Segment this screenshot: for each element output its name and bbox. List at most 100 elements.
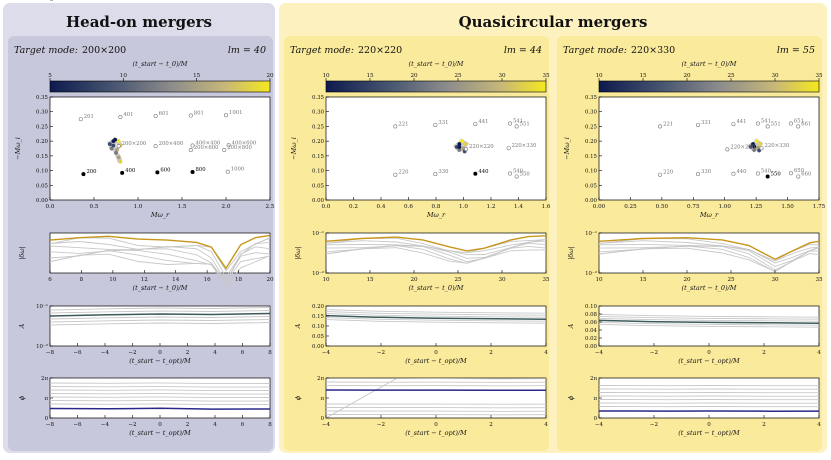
qnm-marker — [760, 147, 763, 150]
phase-plot-area — [326, 378, 546, 418]
qnm-marker — [79, 117, 82, 120]
fit-point — [108, 142, 112, 146]
fit-point — [119, 160, 123, 164]
qnm-marker — [474, 172, 477, 175]
amplitude-xtick-label: −2 — [377, 350, 386, 356]
colorbar-tick-label: 35 — [815, 73, 823, 79]
qnm-label: 220 — [398, 170, 409, 176]
error-xtick-label: 35 — [542, 277, 550, 283]
frequency-xtick-label: 0.5 — [90, 204, 99, 210]
qnm-marker — [726, 148, 729, 151]
qnm-marker — [394, 173, 397, 176]
phase-xlabel: (t_start − t_opt)/M — [129, 429, 191, 437]
frequency-ytick-label: 0.05 — [36, 183, 49, 189]
fit-point — [117, 139, 121, 143]
qnm-marker — [732, 122, 735, 125]
frequency-ytick-label: 0.25 — [312, 124, 325, 130]
frequency-xtick-label: 2.5 — [266, 204, 275, 210]
qnm-label: 200×800 — [227, 145, 252, 151]
phase-xtick-label: −6 — [73, 422, 82, 428]
colorbar-tick-label: 10 — [120, 73, 128, 79]
colorbar-tick-label: 15 — [366, 73, 374, 79]
qnm-marker — [508, 122, 511, 125]
qnm-label: 220 — [663, 170, 674, 176]
colorbar-tick-label: 30 — [498, 73, 506, 79]
qnm-marker — [789, 172, 792, 175]
colorbar-tick-label: 20 — [266, 73, 274, 79]
amplitude-ylabel: A — [567, 323, 575, 329]
frequency-xtick-label: 0.6 — [404, 204, 413, 210]
frequency-xlabel: Mω_r — [699, 211, 719, 219]
qnm-label: 661 — [801, 121, 811, 127]
qnm-marker — [434, 123, 437, 126]
error-xtick-label: 25 — [454, 277, 462, 283]
qnm-marker — [732, 172, 735, 175]
phase-ytick-label: 0 — [45, 416, 49, 422]
qnm-label: 220×220 — [469, 144, 494, 150]
qnm-marker — [223, 148, 226, 151]
frequency-ytick-label: 0.20 — [36, 139, 49, 145]
frequency-ylabel: −Mω_i — [14, 137, 22, 160]
qnm-label: 200 — [86, 169, 97, 175]
phase-xtick-label: 4 — [544, 422, 548, 428]
phase-xtick-label: −4 — [322, 422, 331, 428]
qnm-label: 221 — [663, 121, 673, 127]
colorbar-label: (t_start − t_0)/M — [133, 60, 188, 68]
qnm-label: 440 — [478, 169, 489, 175]
frequency-ytick-label: 0.00 — [312, 198, 325, 204]
qnm-label: 551 — [771, 121, 781, 127]
fit-point — [111, 144, 115, 148]
frequency-xtick-label: 1.50 — [781, 204, 794, 210]
phase-xtick-label: 2 — [186, 422, 190, 428]
frequency-xtick-label: 0.0 — [322, 204, 331, 210]
phase-ylabel: ϕ — [294, 395, 302, 400]
qnm-marker — [508, 172, 511, 175]
qnm-label: 1000 — [231, 167, 245, 173]
frequency-ytick-label: 0.00 — [585, 198, 598, 204]
qnm-label: 200×600 — [194, 145, 219, 151]
amplitude-xtick-label: 4 — [817, 350, 821, 356]
phase-xtick-label: −2 — [650, 422, 659, 428]
error-xtick-label: 35 — [815, 277, 823, 283]
phase-ytick-label: 0 — [321, 416, 325, 422]
frequency-xtick-label: 1.25 — [750, 204, 763, 210]
phase-xtick-label: −2 — [128, 422, 137, 428]
error-ylabel: |δω| — [294, 246, 302, 260]
qnm-marker — [191, 170, 194, 173]
qnm-label: 551 — [520, 121, 530, 127]
qnm-marker — [766, 125, 769, 128]
amplitude-xtick-label: 0 — [434, 350, 438, 356]
colorbar-tick-label: 20 — [410, 73, 418, 79]
frequency-xtick-label: 0.2 — [349, 204, 358, 210]
qnm-marker — [82, 172, 85, 175]
frequency-ytick-label: 0.15 — [312, 154, 325, 160]
frequency-xtick-label: 1.4 — [514, 204, 523, 210]
amplitude-ytick-label: 10⁻² — [36, 343, 48, 350]
qnm-marker — [658, 125, 661, 128]
qnm-marker — [189, 114, 192, 117]
error-xlabel: (t_start − t_0)/M — [409, 284, 464, 292]
colorbar-tick-label: 10 — [595, 73, 603, 79]
target-mode-value: 220×220 — [358, 45, 402, 56]
phase-xtick-label: 2 — [762, 422, 766, 428]
frequency-ytick-label: 0.20 — [585, 139, 598, 145]
amplitude-ytick-label: 0.06 — [585, 320, 598, 326]
qnm-marker — [464, 147, 467, 150]
amplitude-xtick-label: 8 — [268, 350, 272, 356]
frequency-xtick-label: 0.00 — [593, 204, 606, 210]
qnm-marker — [797, 125, 800, 128]
amplitude-xtick-label: 2 — [186, 350, 190, 356]
amplitude-ytick-label: 0.20 — [312, 304, 325, 310]
amplitude-ylabel: A — [294, 323, 302, 329]
colorbar-tick-label: 30 — [771, 73, 779, 79]
phase-xtick-label: −8 — [46, 422, 55, 428]
target-mode-value: 200×200 — [82, 45, 126, 56]
amplitude-xtick-label: −4 — [101, 350, 110, 356]
frequency-xtick-label: 1.2 — [487, 204, 496, 210]
qnm-marker — [515, 175, 518, 178]
frequency-xtick-label: 0.75 — [687, 204, 700, 210]
colorbar-tick-label: 5 — [48, 73, 52, 79]
error-ytick-label: 10⁻¹ — [36, 0, 48, 2]
amplitude-xlabel: (t_start − t_opt)/M — [129, 357, 191, 365]
target-mode-prefix: Target mode: — [563, 45, 627, 56]
